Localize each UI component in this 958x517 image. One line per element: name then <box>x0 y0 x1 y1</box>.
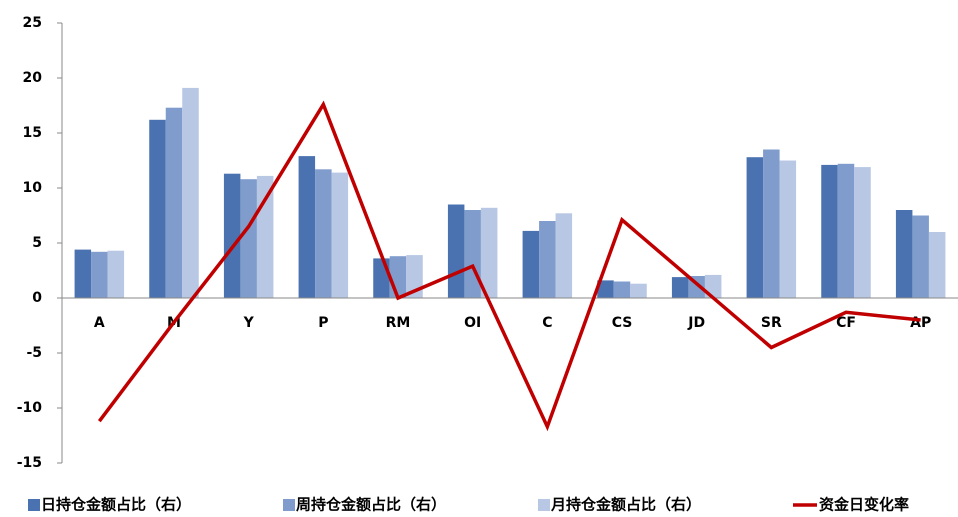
bar <box>837 163 855 298</box>
y-tick-label: -15 <box>17 455 42 471</box>
x-tick-label: A <box>94 315 105 331</box>
y-tick-label: 5 <box>32 235 42 251</box>
bar <box>630 283 647 298</box>
bar <box>464 210 481 298</box>
bar <box>613 281 631 298</box>
y-tick-label: 25 <box>23 15 42 31</box>
bar <box>821 164 838 298</box>
y-tick-label: 10 <box>23 180 43 196</box>
bar <box>256 175 274 298</box>
x-tick-label: JD <box>687 315 705 331</box>
legend-label: 资金日变化率 <box>819 496 909 514</box>
bar <box>597 280 614 298</box>
y-tick-label: 0 <box>32 290 42 306</box>
bar <box>373 258 390 298</box>
x-tick-label: RM <box>386 315 411 331</box>
legend-swatch <box>538 499 550 511</box>
y-tick-label: -5 <box>26 345 42 361</box>
bar <box>895 210 913 298</box>
bar <box>447 204 465 298</box>
bar <box>539 221 556 298</box>
bar <box>331 172 349 298</box>
bar <box>928 232 946 298</box>
bar <box>912 215 929 298</box>
y-tick-label: -10 <box>17 400 43 416</box>
bar <box>315 169 332 298</box>
bar <box>298 156 316 298</box>
bar <box>165 107 183 298</box>
bar <box>671 277 689 298</box>
x-tick-label: P <box>318 315 328 331</box>
y-tick-label: 20 <box>23 70 43 86</box>
bar <box>779 160 797 298</box>
line <box>97 100 921 432</box>
bar <box>240 179 257 298</box>
legend-swatch <box>283 499 295 511</box>
bar <box>74 249 92 298</box>
bar <box>182 87 199 299</box>
y-tick-label: 15 <box>23 125 42 141</box>
x-tick-label: CS <box>612 315 633 331</box>
legend-label: 日持仓金额占比（右） <box>41 496 191 514</box>
x-tick-label: Y <box>243 315 255 331</box>
bar <box>522 230 540 298</box>
legend-label: 周持仓金额占比（右） <box>296 496 446 514</box>
bar <box>223 173 241 298</box>
legend-swatch <box>28 499 40 511</box>
bar <box>406 255 423 298</box>
bar <box>149 119 166 298</box>
bar <box>91 251 108 298</box>
bar <box>389 256 407 298</box>
x-tick-label: C <box>542 315 552 331</box>
x-tick-label: CF <box>836 315 856 331</box>
x-tick-label: SR <box>761 315 782 331</box>
bar <box>107 250 125 298</box>
x-tick-label: OI <box>464 315 481 331</box>
x-tick-label: AP <box>910 315 931 331</box>
bar <box>854 167 871 298</box>
legend-label: 月持仓金额占比（右） <box>550 496 701 514</box>
bar <box>480 207 498 298</box>
bar <box>746 157 764 298</box>
bar <box>555 213 573 298</box>
bar <box>763 149 780 298</box>
